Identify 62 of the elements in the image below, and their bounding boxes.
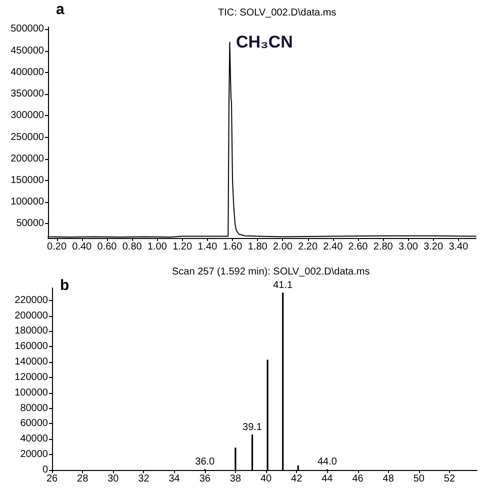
chart-title: TIC: SOLV_002.D\data.ms xyxy=(218,8,336,18)
annotation: CH₃CN xyxy=(236,32,293,52)
x-tick-label: 1.80 xyxy=(248,242,268,252)
x-tick-label: 36 xyxy=(199,474,211,484)
text: a xyxy=(56,1,65,18)
y-tick-label: 80000 xyxy=(20,402,48,414)
x-tick-label: 30 xyxy=(108,474,120,484)
x-tick-label: 48 xyxy=(382,474,394,484)
y-tick-label: 250000 xyxy=(10,132,44,143)
x-tick-label: 0.20 xyxy=(47,242,67,252)
annotation: 44.0 xyxy=(317,456,338,468)
y-tick-label: 160000 xyxy=(14,341,48,352)
y-tick-label: 180000 xyxy=(14,326,48,337)
chart-title: Scan 257 (1.592 min): SOLV_002.D\data.ms xyxy=(172,266,370,278)
y-tick-label: 50000 xyxy=(16,218,44,230)
x-tick-label: 34 xyxy=(168,474,180,484)
y-tick-label: 200000 xyxy=(14,310,48,322)
x-tick-label: 26 xyxy=(46,474,58,484)
y-tick-label: 140000 xyxy=(14,356,48,368)
annotation: 41.1 xyxy=(273,280,294,292)
x-tick-label: 1.00 xyxy=(147,242,168,252)
x-tick-label: 46 xyxy=(352,474,364,484)
y-tick-label: 40000 xyxy=(20,434,48,445)
x-tick-label: 0.60 xyxy=(97,242,118,252)
x-tick-label: 1.20 xyxy=(172,242,192,252)
x-tick-label: 42 xyxy=(291,474,303,484)
y-tick-label: 200000 xyxy=(10,153,44,164)
x-tick-label: 1.60 xyxy=(222,242,243,252)
y-tick-label: 350000 xyxy=(10,88,44,100)
y-tick-label: 20000 xyxy=(20,449,48,460)
annotation: 39.1 xyxy=(242,422,262,434)
x-tick-label: 2.80 xyxy=(373,242,394,252)
x-tick-label: 1.40 xyxy=(198,242,218,252)
y-tick-label: 100000 xyxy=(14,387,48,398)
y-tick-label: 60000 xyxy=(20,418,48,430)
annotation: b xyxy=(60,277,70,294)
x-tick-label: 32 xyxy=(138,474,150,484)
y-tick-label: 500000 xyxy=(10,24,44,35)
y-tick-label: 100000 xyxy=(10,196,44,208)
y-tick-label: 150000 xyxy=(10,174,44,186)
x-tick-label: 2.40 xyxy=(323,242,344,252)
x-tick-label: 0.40 xyxy=(72,242,92,252)
y-tick-label: 220000 xyxy=(14,294,48,306)
x-tick-label: 44 xyxy=(322,474,334,484)
y-tick-label: 300000 xyxy=(10,110,44,122)
x-tick-label: 3.00 xyxy=(398,242,418,252)
y-tick-label: 120000 xyxy=(14,372,48,383)
y-tick-label: 450000 xyxy=(10,45,44,56)
x-tick-label: 28 xyxy=(77,474,89,484)
y-tick-label: 0 xyxy=(42,464,48,476)
x-tick-label: 2.00 xyxy=(272,242,293,252)
x-tick-label: 3.20 xyxy=(424,242,444,252)
x-tick-label: 50 xyxy=(413,474,425,484)
y-tick-label: 400000 xyxy=(10,66,44,78)
x-tick-label: 0.80 xyxy=(122,242,142,252)
x-tick-label: 38 xyxy=(230,474,242,484)
annotation: 36.0 xyxy=(195,456,216,468)
x-tick-label: 52 xyxy=(444,474,456,484)
x-tick-label: 2.60 xyxy=(348,242,368,252)
x-tick-label: 2.20 xyxy=(298,242,318,252)
x-tick-label: 40 xyxy=(260,474,272,484)
x-tick-label: 3.40 xyxy=(448,242,469,252)
